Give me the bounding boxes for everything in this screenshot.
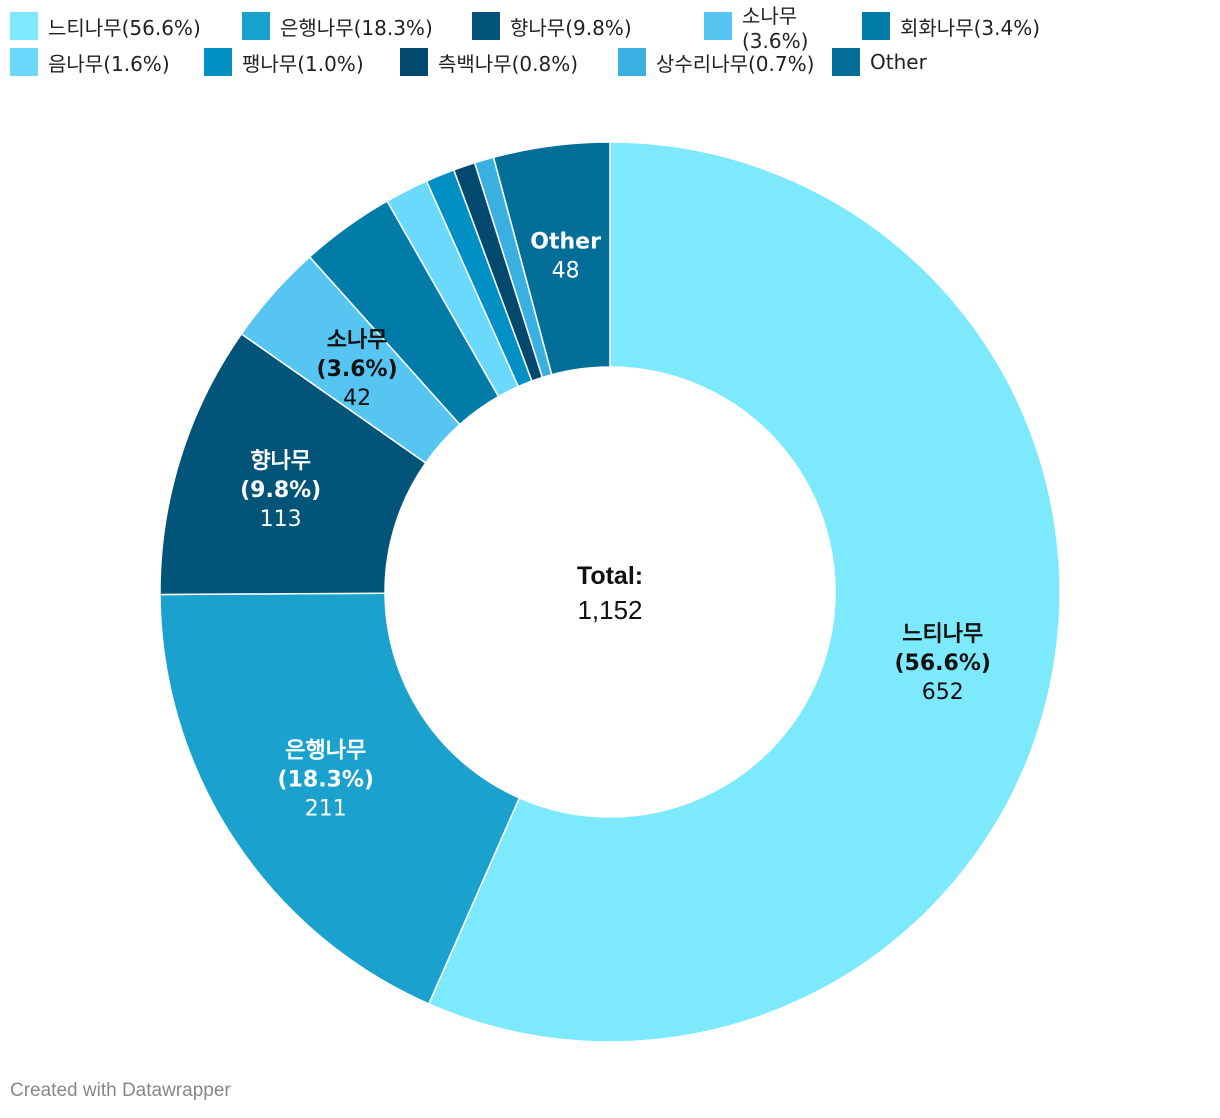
slice-9 — [492, 141, 611, 376]
slice-0 — [427, 141, 1061, 1043]
slice-label-name: 소나무 — [327, 328, 388, 353]
legend-label: 팽나무(1.0%) — [242, 51, 364, 76]
legend-label: Other — [870, 50, 927, 74]
legend-swatch — [832, 48, 860, 76]
slice-label-name: Other — [530, 229, 601, 254]
legend-item: 은행나무(18.3%) — [242, 12, 472, 41]
legend-swatch — [204, 48, 232, 76]
legend-label: 회화나무(3.4%) — [900, 15, 1041, 40]
legend-swatch — [472, 12, 500, 40]
donut-slices — [159, 141, 1061, 1043]
legend-row-1: 느티나무(56.6%) 은행나무(18.3%) 향나무(9.8%) 소나무(3.… — [10, 4, 1210, 53]
chart-legend: 느티나무(56.6%) 은행나무(18.3%) 향나무(9.8%) 소나무(3.… — [10, 4, 1210, 80]
slice-label-percent: (18.3%) — [278, 768, 374, 793]
legend-row-2: 음나무(1.6%) 팽나무(1.0%) 측백나무(0.8%) 상수리나무(0.7… — [10, 44, 1210, 80]
legend-item: Other — [832, 48, 927, 76]
legend-item: 음나무(1.6%) — [10, 48, 204, 77]
slice-label-percent: (3.6%) — [317, 357, 398, 382]
legend-label: 향나무(9.8%) — [510, 15, 632, 40]
legend-swatch — [400, 48, 428, 76]
legend-swatch — [862, 12, 890, 40]
legend-item: 상수리나무(0.7%) — [618, 48, 832, 77]
legend-swatch — [704, 12, 732, 40]
legend-item: 향나무(9.8%) — [472, 12, 704, 41]
legend-label: 은행나무(18.3%) — [280, 15, 433, 40]
footer-credit: Created with Datawrapper — [10, 1080, 231, 1101]
legend-item: 소나무(3.6%) — [704, 0, 862, 53]
legend-item: 팽나무(1.0%) — [204, 48, 400, 77]
slice-labels: 느티나무 (56.6%) 652 은행나무 (18.3%) 211 향나무 (9.8%) 113… — [240, 229, 991, 821]
total-label: Total: — [577, 562, 643, 590]
slice-label-percent: (56.6%) — [895, 651, 991, 676]
legend-label: 소나무(3.6%) — [742, 3, 809, 53]
slice-label-value: 211 — [305, 797, 347, 822]
legend-swatch — [10, 48, 38, 76]
slice-label-value: 652 — [922, 680, 964, 705]
slice-label-value: 48 — [552, 258, 580, 283]
slice-1 — [159, 592, 521, 1005]
legend-item: 느티나무(56.6%) — [10, 12, 242, 41]
legend-item: 측백나무(0.8%) — [400, 48, 618, 77]
legend-swatch — [618, 48, 646, 76]
legend-label: 측백나무(0.8%) — [438, 51, 579, 76]
slice-label-name: 은행나무 — [285, 739, 366, 764]
slice-label-value: 42 — [343, 386, 371, 411]
legend-swatch — [10, 12, 38, 40]
legend-swatch — [242, 12, 270, 40]
legend-item: 회화나무(3.4%) — [862, 12, 1040, 41]
legend-label: 느티나무(56.6%) — [48, 15, 201, 40]
total-value: 1,152 — [577, 595, 642, 625]
slice-label-percent: (9.8%) — [240, 478, 321, 503]
legend-label: 상수리나무(0.7%) — [656, 51, 815, 76]
legend-label: 음나무(1.6%) — [48, 51, 170, 76]
slice-label-name: 향나무 — [250, 449, 311, 474]
slice-label-name: 느티나무 — [902, 622, 983, 647]
slice-label-value: 113 — [260, 507, 302, 532]
